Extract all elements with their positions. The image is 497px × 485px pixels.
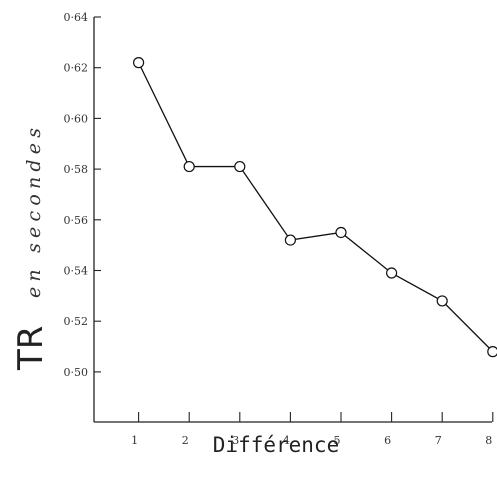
x-tick-label: 2: [182, 434, 189, 447]
x-tick-label: 3: [232, 434, 239, 447]
data-point: [487, 346, 497, 358]
data-point: [436, 295, 448, 307]
data-point: [133, 57, 145, 69]
y-tick-label: 0·64: [64, 11, 89, 24]
y-tick-label: 0·54: [64, 265, 89, 278]
x-tick-label: 4: [283, 434, 290, 447]
x-tick-label: 6: [384, 434, 391, 447]
data-point: [386, 267, 398, 279]
series-group: [133, 57, 497, 358]
y-axis-label-main: TR: [11, 326, 51, 371]
axes: [93, 17, 492, 423]
y-tick-label: 0·56: [64, 214, 89, 227]
y-tick-label: 0·58: [64, 163, 89, 176]
data-point: [335, 226, 347, 239]
x-tick-label: 5: [334, 434, 341, 447]
y-tick-label: 0·62: [64, 62, 89, 75]
y-axis-ticks: 0·64 0·62 0·60 0·58 0·56 0·54 0·52 0·50: [64, 11, 101, 379]
data-point: [284, 234, 296, 246]
data-point: [183, 160, 195, 173]
y-axis-label-group: TR en secondes: [11, 128, 51, 371]
y-tick-label: 0·52: [64, 315, 89, 328]
series-line: [138, 62, 494, 353]
x-axis-ticks: 1 2 3 4 5 6 7 8: [131, 412, 494, 447]
x-tick-label: 7: [435, 434, 442, 447]
data-point: [234, 160, 246, 173]
y-tick-label: 0·50: [64, 366, 89, 379]
y-tick-label: 0·60: [64, 112, 89, 125]
x-tick-label: 8: [485, 434, 492, 447]
x-axis-label: Différence: [213, 433, 339, 457]
x-tick-label: 1: [131, 434, 138, 447]
y-axis-label-rest: en secondes: [23, 128, 45, 298]
